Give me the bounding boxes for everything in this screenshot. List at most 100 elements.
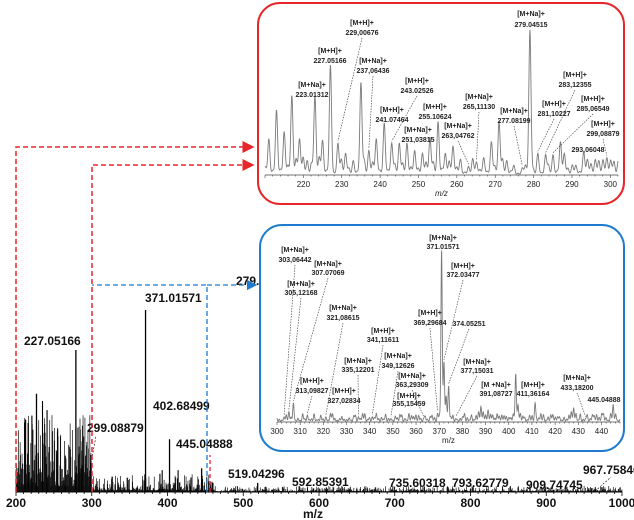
inset-210-300-x-tick-label: 260 [450,180,464,189]
ion-type-label: [M+Na]+ [444,123,472,130]
leader-line [368,75,374,149]
inset-300-450-x-tick-label: 430 [572,427,586,436]
peak-mz-label: 277.08199 [497,118,530,125]
ion-type-label: [M+H]+ [521,382,545,389]
ion-type-label: [M+H]+ [318,48,342,55]
peak-mz-label: 265,11130 [463,104,495,111]
main-x-tick-label: 700 [385,496,405,510]
ion-type-label: [M+Na]+ [329,305,357,312]
leader-line [576,392,586,417]
inset-210-300-x-tick-label: 300 [604,180,618,189]
main-peak-label: 909.74745 [526,478,583,492]
leader-line [371,344,384,415]
peak-mz-label: 313,09827 [295,388,328,395]
peak-mz-label: 374.05251 [452,321,485,328]
leader-line [391,95,418,142]
inset-300-450-x-tick-label: 380 [456,427,470,436]
ion-type-label: [M+Na]+ [298,82,326,89]
ion-type-label: [M+Na]+ [314,261,342,268]
main-peak-label: 371.01571 [145,291,202,305]
main-peak-label: 519.04296 [228,467,285,481]
peak-mz-label: 349,12626 [381,363,414,370]
blue-zoom-connector [92,285,256,492]
inset-300-450-x-axis-title: m/z [442,436,455,445]
peak-mz-label: 363,29309 [395,382,428,389]
leader-line [537,118,555,152]
inset-210-300-spectrum-trace [264,29,619,175]
leader-line [545,89,576,153]
ion-type-label: [M+H]+ [418,310,442,317]
red-zoom-connector [91,159,255,492]
leader-line [597,476,612,490]
ion-type-label: [M+H]+ [563,72,587,79]
inset-300-450-x-tick-label: 360 [409,427,423,436]
inset-210-300-x-tick-label: 270 [489,180,503,189]
peak-mz-label: 377,15031 [460,368,493,375]
peak-mz-label: 229,00676 [345,30,378,37]
main-peak-label: 967.75846 [583,463,634,477]
ion-type-label: [M+H]+ [451,263,475,270]
peak-mz-label: 279.04515 [514,22,547,29]
ion-type-label: [M+Na]+ [465,94,493,101]
peak-mz-label: 445.04888 [587,397,620,404]
main-x-tick-label: 1000 [609,496,634,510]
main-peak-label: 445.04888 [176,437,233,451]
main-x-tick-label: 800 [460,496,480,510]
inset-210-300-x-tick-label: 280 [527,180,541,189]
ion-type-label: [M+H]+ [423,104,447,111]
main-x-tick-label: 500 [233,496,253,510]
inset-300-450-x-tick-label: 350 [386,427,400,436]
leader-line [283,264,296,415]
inset-300-450-x-tick-label: 400 [502,427,516,436]
peak-mz-label: 341,11611 [367,337,399,344]
peak-mz-label: 227.05166 [313,58,346,65]
inset-300-450-x-tick-label: 420 [548,427,562,436]
peak-mz-label: 411,36164 [517,391,550,398]
peak-mz-label: 327,02834 [327,398,360,405]
leader-line [448,328,470,384]
peak-mz-label: 303,06442 [278,257,311,264]
ion-type-label: [M+Na]+ [500,108,528,115]
ion-type-label: [M+Na]+ [429,235,457,242]
leader-line [455,375,478,417]
ion-type-label: [M+H]+ [405,78,429,85]
ion-type-label: [M+Na]+ [281,247,309,254]
inset-210-300-x-axis-title: m/z [435,189,448,198]
ion-type-label: [M+H]+ [542,101,566,108]
main-plot: 200 300 400 500 600 700 800 900 1000 m/z 227.05166… [6,274,634,520]
leader-line [337,37,363,142]
peak-mz-label: 299,08879 [586,131,619,138]
inset-210-300-x-tick-label: 230 [335,180,349,189]
leader-line [602,138,608,156]
main-x-tick-label: 300 [82,496,102,510]
main-peak-label: 793.62779 [452,476,509,490]
main-x-tick-label: 200 [6,496,26,510]
leader-line [552,113,594,153]
inset-210-300-x-tick-label: 220 [297,180,311,189]
ion-type-label: [M+Na]+ [463,359,491,366]
leader-line [429,327,438,412]
ion-type-label: [M+H]+ [581,96,605,103]
peak-mz-label: 321,08615 [326,315,359,322]
peak-mz-label: 433,18200 [560,385,593,392]
ion-type-label: [M+Na]+ [287,281,315,288]
peak-mz-label: 335,12201 [341,367,374,374]
ion-type-label: [M+H]+ [397,393,421,400]
ion-type-label: [M+H]+ [380,107,404,114]
ion-type-label: [M+H]+ [350,20,374,27]
leader-line [325,322,344,415]
main-peak-label: 299.08879 [87,421,144,435]
peak-mz-label: 285,06549 [576,106,609,113]
main-peak-label: 735.60318 [389,476,446,490]
inset-300-450-x-tick-label: 340 [363,427,377,436]
main-x-tick-label: 600 [309,496,329,510]
peak-mz-label: 391,08727 [479,391,512,398]
peak-mz-label: 307.07069 [311,270,344,277]
peak-mz-label: 283,12355 [558,82,591,89]
ion-type-label: [M+Na]+ [344,358,372,365]
inset-300-450-x-tick-label: 300 [270,427,284,436]
ion-type-label: [M+Na]+ [404,127,432,134]
inset-210-300-x-tick-label: 290 [565,180,579,189]
